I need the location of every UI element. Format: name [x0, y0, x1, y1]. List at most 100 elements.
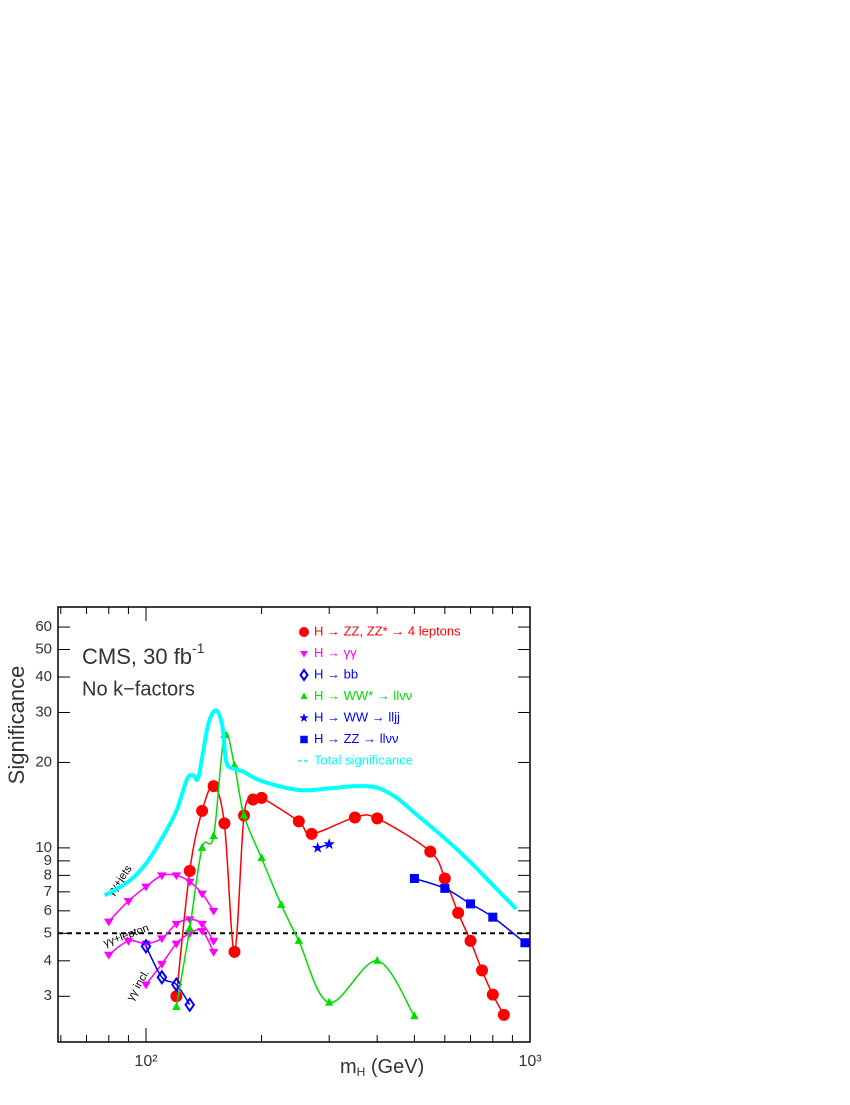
y-tick-label: 9 — [44, 852, 52, 869]
marker — [157, 872, 167, 881]
y-tick-label: 50 — [35, 640, 52, 657]
x-label-rest: (GeV) — [365, 1056, 424, 1078]
marker — [372, 956, 382, 964]
marker — [294, 936, 304, 944]
marker — [171, 920, 182, 929]
marker — [123, 937, 134, 946]
marker — [488, 912, 498, 922]
marker — [184, 878, 195, 887]
marker — [197, 927, 207, 936]
marker — [323, 838, 335, 850]
marker — [171, 872, 182, 881]
y-tick-label: 10 — [35, 839, 52, 856]
marker — [141, 883, 151, 892]
marker — [228, 945, 241, 958]
y-tick-label: 30 — [35, 703, 52, 720]
experiment-sup: -1 — [192, 640, 205, 656]
marker — [197, 920, 207, 929]
legend-label: H → WW* → llνν — [314, 688, 412, 703]
marker — [183, 864, 196, 877]
total-line — [103, 708, 518, 911]
marker — [208, 948, 219, 957]
marker — [141, 981, 151, 990]
marker — [103, 918, 114, 927]
marker — [156, 969, 168, 986]
marker — [464, 934, 477, 947]
y-tick-label: 8 — [44, 866, 52, 883]
plot-frame — [57, 606, 531, 1043]
marker — [440, 883, 450, 893]
marker — [171, 940, 182, 949]
marker — [218, 817, 231, 830]
marker — [157, 960, 167, 969]
x-tick-label: 10³ — [518, 1053, 542, 1070]
experiment-text: CMS, 30 fb — [82, 644, 192, 669]
marker — [103, 951, 114, 960]
marker — [466, 899, 476, 909]
marker — [292, 815, 305, 828]
legend-label: H → ZZ → llνν — [314, 731, 399, 746]
marker — [305, 827, 318, 840]
legend-swatch — [299, 713, 309, 723]
legend-label: H → WW → lljj — [314, 709, 400, 724]
marker — [239, 810, 249, 819]
experiment-label: CMS, 30 fb-1 — [82, 640, 205, 669]
marker — [184, 997, 196, 1013]
legend-label: H → γγ — [314, 645, 357, 660]
marker — [197, 843, 207, 851]
marker — [197, 890, 207, 899]
legend-swatch — [300, 735, 308, 744]
marker — [410, 1011, 419, 1020]
y-tick-label: 5 — [44, 924, 52, 941]
marker — [520, 938, 530, 948]
marker — [196, 804, 209, 817]
y-tick-label: 40 — [35, 668, 52, 685]
marker — [257, 853, 266, 862]
marker — [424, 845, 437, 858]
marker — [255, 791, 268, 804]
series-line — [145, 945, 191, 1006]
legend-label: H → bb — [314, 666, 358, 681]
marker — [140, 938, 152, 955]
series-line — [175, 731, 416, 1017]
y-tick-label: 6 — [44, 902, 52, 919]
marker — [277, 900, 286, 908]
marker — [172, 1002, 181, 1010]
marker — [497, 1008, 510, 1021]
legend-swatch — [299, 668, 309, 682]
marker — [123, 897, 134, 906]
x-label-main: m — [340, 1056, 357, 1078]
marker — [476, 964, 489, 977]
legend-label: Total significance — [314, 752, 413, 767]
marker — [184, 930, 195, 939]
x-tick-label: 10² — [134, 1053, 158, 1070]
y-tick-label: 4 — [44, 952, 52, 969]
marker — [325, 997, 334, 1006]
marker — [208, 937, 219, 946]
y-axis-label: Significance — [4, 666, 29, 785]
legend-label: H → ZZ, ZZ* → 4 leptons — [314, 623, 461, 638]
x-label-sub: H — [357, 1065, 366, 1079]
marker — [170, 976, 182, 993]
legend-swatch — [300, 692, 308, 699]
marker — [452, 906, 465, 919]
marker — [185, 923, 194, 932]
marker — [371, 812, 384, 825]
legend-swatch — [299, 627, 309, 637]
marker — [409, 874, 419, 884]
y-tick-label: 7 — [44, 883, 52, 900]
x-axis-label: mH (GeV) — [340, 1056, 424, 1079]
y-tick-label: 3 — [44, 987, 52, 1004]
marker — [157, 935, 167, 944]
note: No k−factors — [82, 678, 195, 700]
marker — [184, 916, 195, 925]
y-tick-label: 20 — [35, 753, 52, 770]
marker — [438, 872, 451, 885]
marker — [208, 907, 219, 916]
marker — [207, 780, 220, 793]
marker — [311, 841, 324, 853]
y-tick-label: 60 — [35, 618, 52, 635]
legend-swatch — [300, 651, 308, 658]
